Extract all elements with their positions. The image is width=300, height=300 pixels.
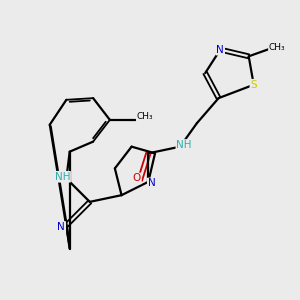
Text: S: S [250, 80, 257, 90]
Text: CH₃: CH₃ [269, 44, 286, 52]
Text: CH₃: CH₃ [137, 112, 153, 121]
Text: NH: NH [176, 140, 192, 150]
Text: N: N [58, 222, 65, 232]
Text: NH: NH [55, 172, 70, 182]
Text: O: O [133, 173, 141, 183]
Text: N: N [216, 45, 224, 55]
Text: N: N [148, 178, 155, 188]
